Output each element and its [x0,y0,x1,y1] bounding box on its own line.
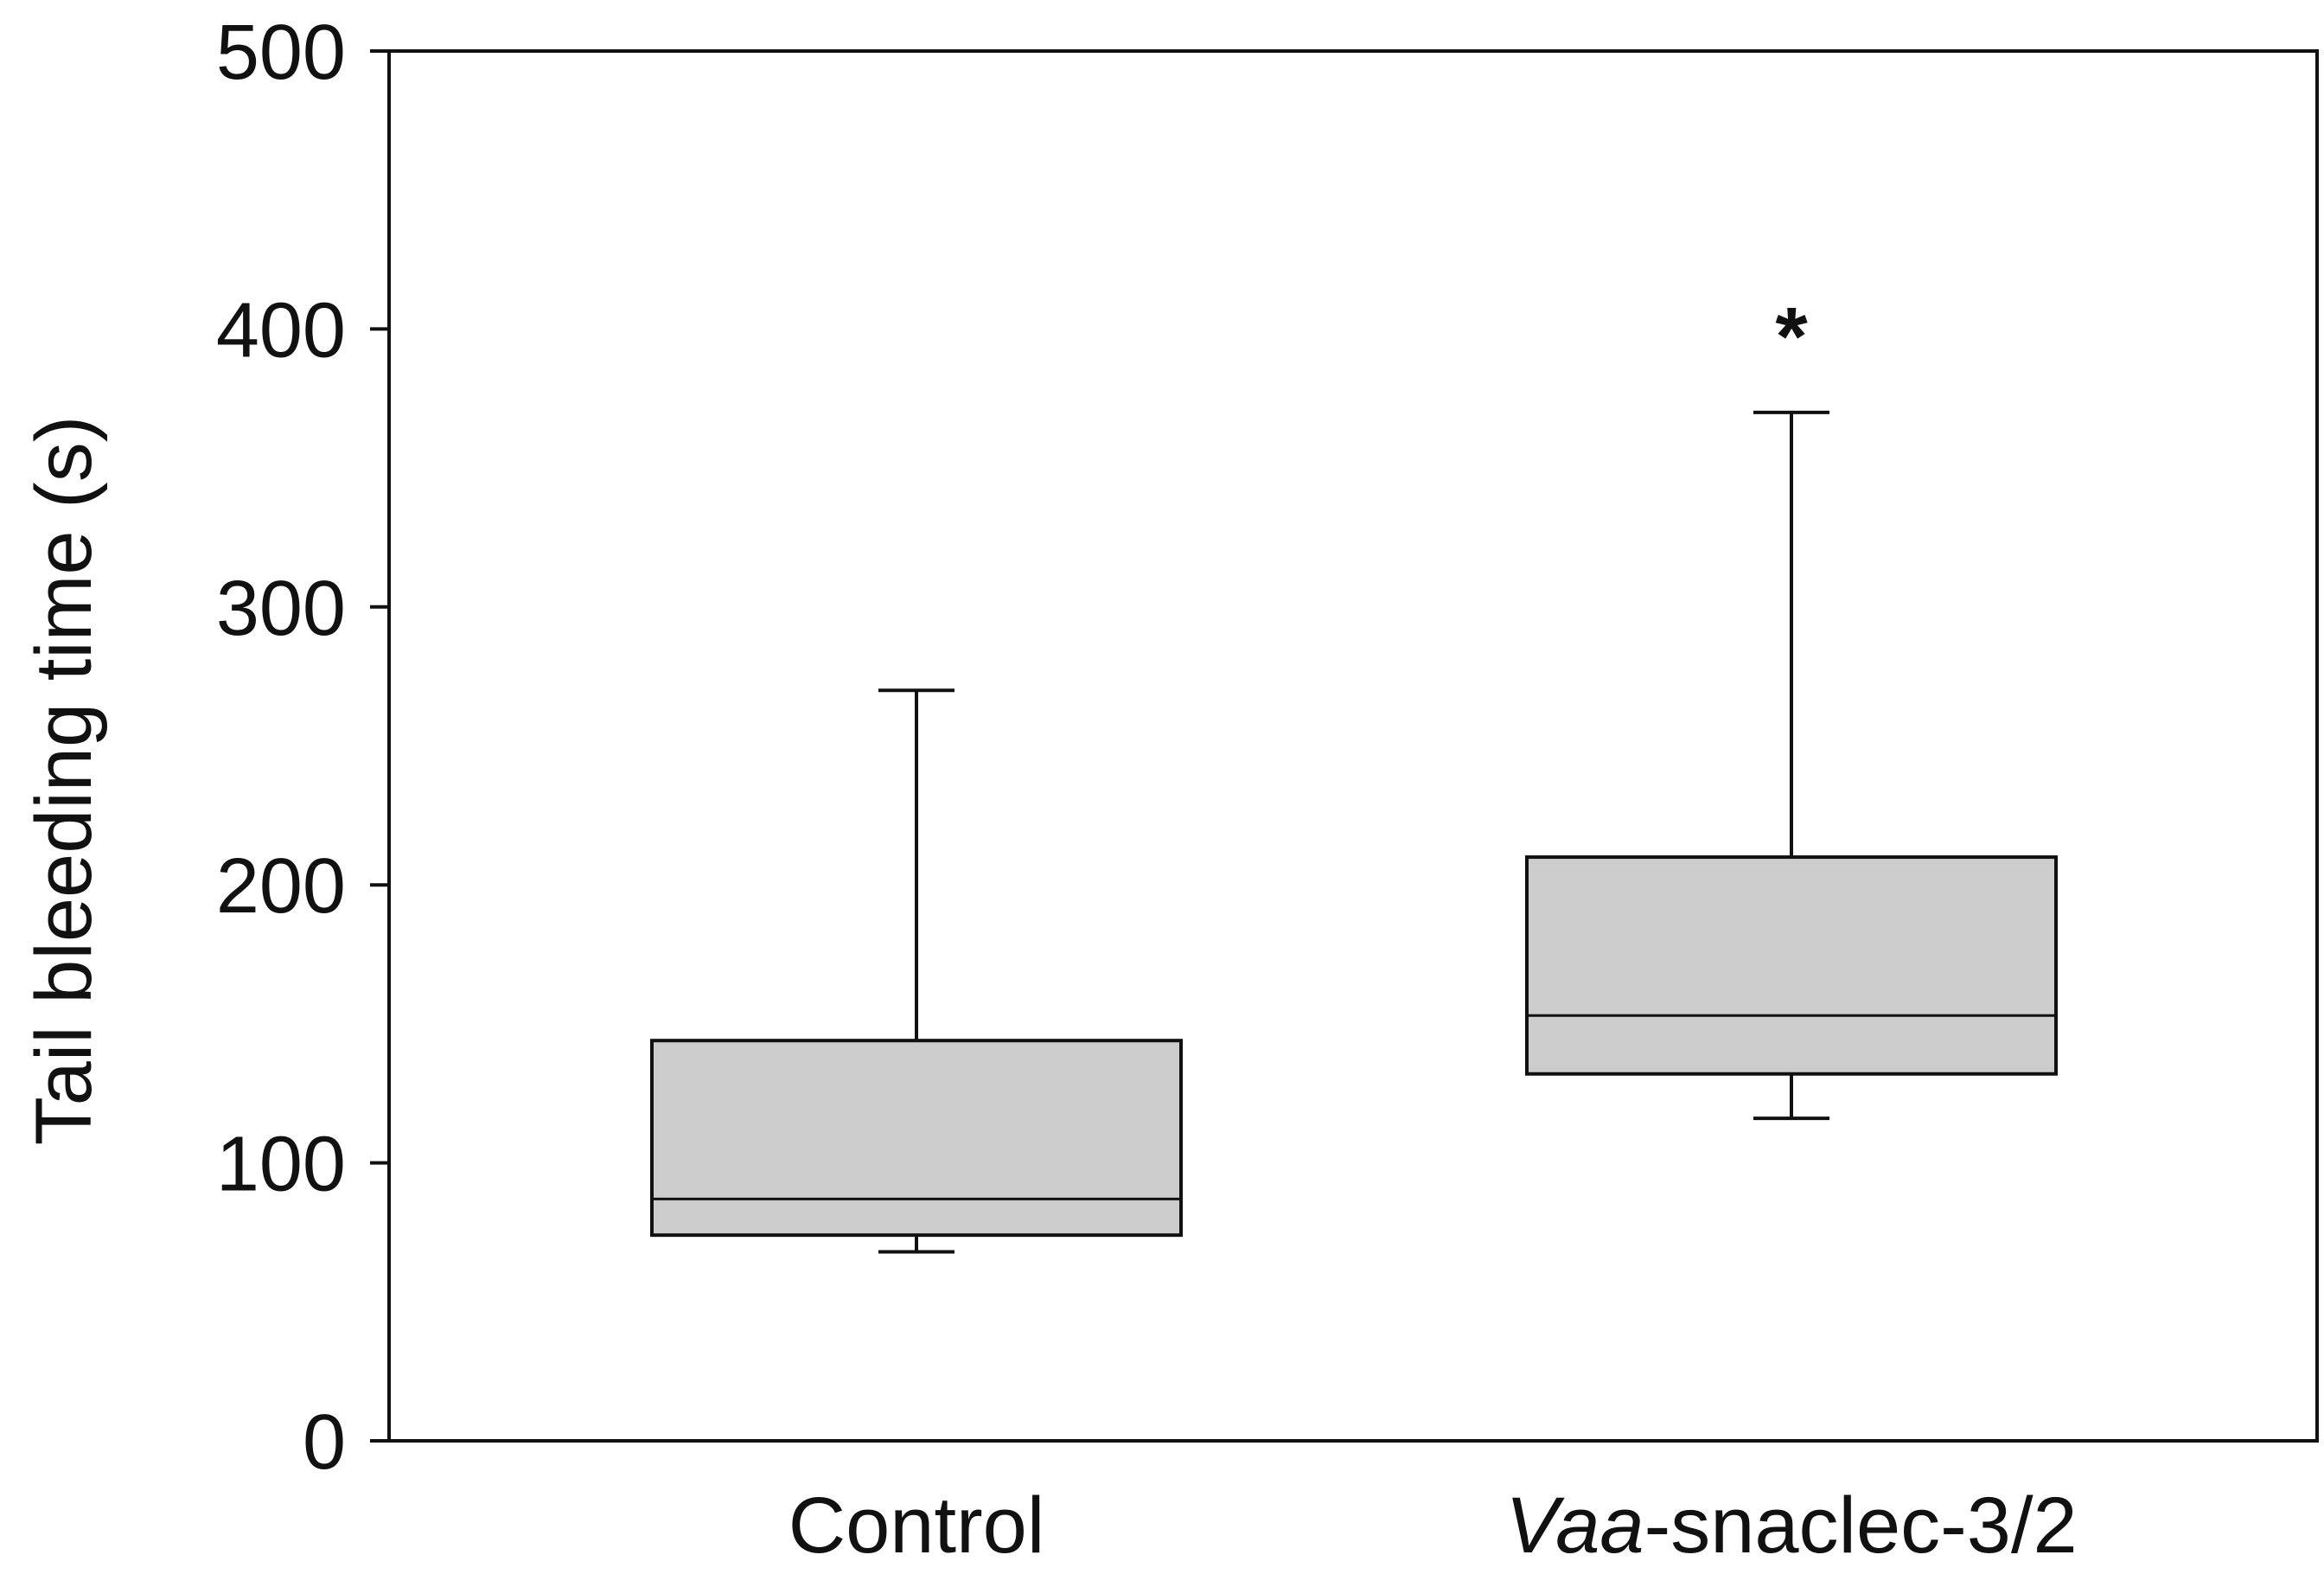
x-category-label: Control [788,1481,1045,1570]
box-group-1 [650,688,1183,1254]
x-category-label-part: Control [788,1481,1045,1570]
y-tick-label: 100 [216,1122,346,1208]
y-axis-title: Tail bleeding time (s) [20,416,108,1146]
y-tick-label: 200 [216,843,346,930]
y-tick-label: 300 [216,566,346,652]
axes: Control Vaa-snaclec-3/2 0 100 200 300 400 500 [216,10,2319,1570]
y-tick-label: 0 [303,1399,346,1486]
y-tick-label: 500 [216,10,346,96]
x-category-label-part: Vaa [1505,1481,1644,1570]
plot-frame [387,49,2319,1443]
x-category-label: Vaa-snaclec-3/2 [1505,1481,2077,1570]
plot-area: * [650,291,2058,1254]
y-tick-label: 400 [216,287,346,374]
significance-asterisk: * [1775,291,1808,383]
box-iqr [1525,855,2058,1076]
x-category-label-part: -snaclec-3/2 [1644,1481,2078,1570]
box-iqr [650,1039,1183,1238]
box-group-2: * [1525,291,2058,1121]
